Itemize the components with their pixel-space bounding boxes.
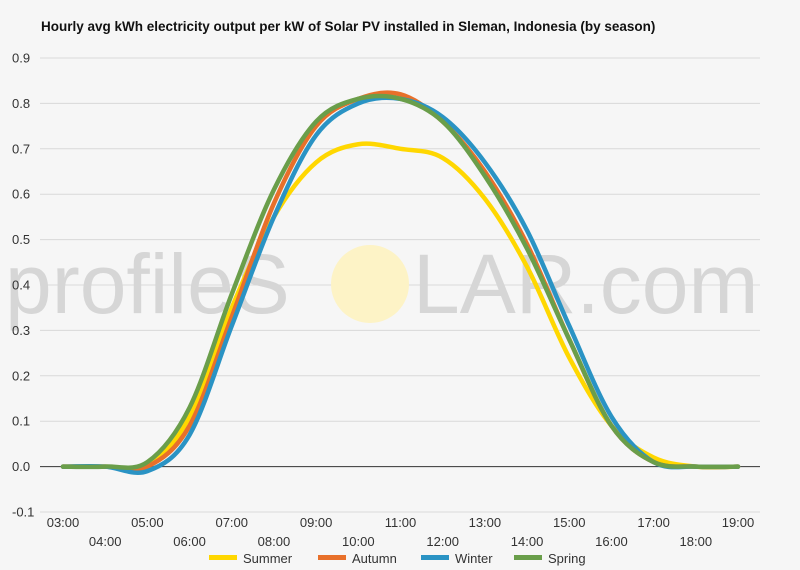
legend-label: Summer bbox=[243, 551, 293, 566]
watermark-text-right: LAR.com bbox=[413, 237, 758, 331]
legend-item-spring[interactable]: Spring bbox=[514, 551, 586, 566]
y-tick-label: 0.5 bbox=[12, 232, 30, 247]
series-line-spring bbox=[60, 93, 741, 470]
chart-title: Hourly avg kWh electricity output per kW… bbox=[41, 19, 656, 34]
y-tick-label: 0.1 bbox=[12, 414, 30, 429]
x-tick-label: 05:00 bbox=[131, 515, 164, 530]
legend-label: Autumn bbox=[352, 551, 397, 566]
x-tick-label: 14:00 bbox=[511, 534, 544, 549]
x-tick-label: 12:00 bbox=[426, 534, 459, 549]
x-tick-label: 03:00 bbox=[47, 515, 80, 530]
y-tick-label: 0.3 bbox=[12, 323, 30, 338]
axes: -0.1 0.0 0.1 0.2 0.3 0.4 0.5 0.6 0.7 0.8 0.9 03:00 0… bbox=[12, 51, 760, 549]
y-tick-label: 0.4 bbox=[12, 278, 30, 293]
x-tick-label: 06:00 bbox=[173, 534, 206, 549]
legend[interactable]: Summer Autumn Winter Spring bbox=[209, 551, 586, 566]
legend-swatch bbox=[318, 555, 346, 560]
legend-item-winter[interactable]: Winter bbox=[421, 551, 493, 566]
x-tick-label: 15:00 bbox=[553, 515, 586, 530]
x-tick-label: 17:00 bbox=[637, 515, 670, 530]
y-tick-label: -0.1 bbox=[12, 505, 34, 520]
x-tick-label: 10:00 bbox=[342, 534, 375, 549]
x-tick-label: 07:00 bbox=[215, 515, 248, 530]
watermark-sun-icon bbox=[331, 245, 409, 323]
x-tick-label: 13:00 bbox=[469, 515, 502, 530]
x-tick-label: 08:00 bbox=[258, 534, 291, 549]
x-tick-label: 19:00 bbox=[722, 515, 755, 530]
y-tick-label: 0.8 bbox=[12, 96, 30, 111]
x-tick-label: 04:00 bbox=[89, 534, 122, 549]
y-tick-label: 0.7 bbox=[12, 141, 30, 156]
x-tick-label: 09:00 bbox=[300, 515, 333, 530]
x-tick-label: 18:00 bbox=[680, 534, 713, 549]
series-lines bbox=[60, 90, 741, 476]
legend-swatch bbox=[209, 555, 237, 560]
x-tick-label: 11:00 bbox=[385, 515, 417, 530]
legend-item-autumn[interactable]: Autumn bbox=[318, 551, 397, 566]
legend-swatch bbox=[514, 555, 542, 560]
y-tick-label: 0.6 bbox=[12, 187, 30, 202]
legend-swatch bbox=[421, 555, 449, 560]
legend-label: Spring bbox=[548, 551, 586, 566]
y-tick-label: 0.9 bbox=[12, 51, 30, 66]
x-tick-label: 16:00 bbox=[595, 534, 628, 549]
y-tick-label: 0.2 bbox=[12, 368, 30, 383]
y-tick-label: 0.0 bbox=[12, 459, 30, 474]
legend-item-summer[interactable]: Summer bbox=[209, 551, 293, 566]
legend-label: Winter bbox=[455, 551, 493, 566]
watermark: profileS LAR.com bbox=[5, 237, 758, 331]
